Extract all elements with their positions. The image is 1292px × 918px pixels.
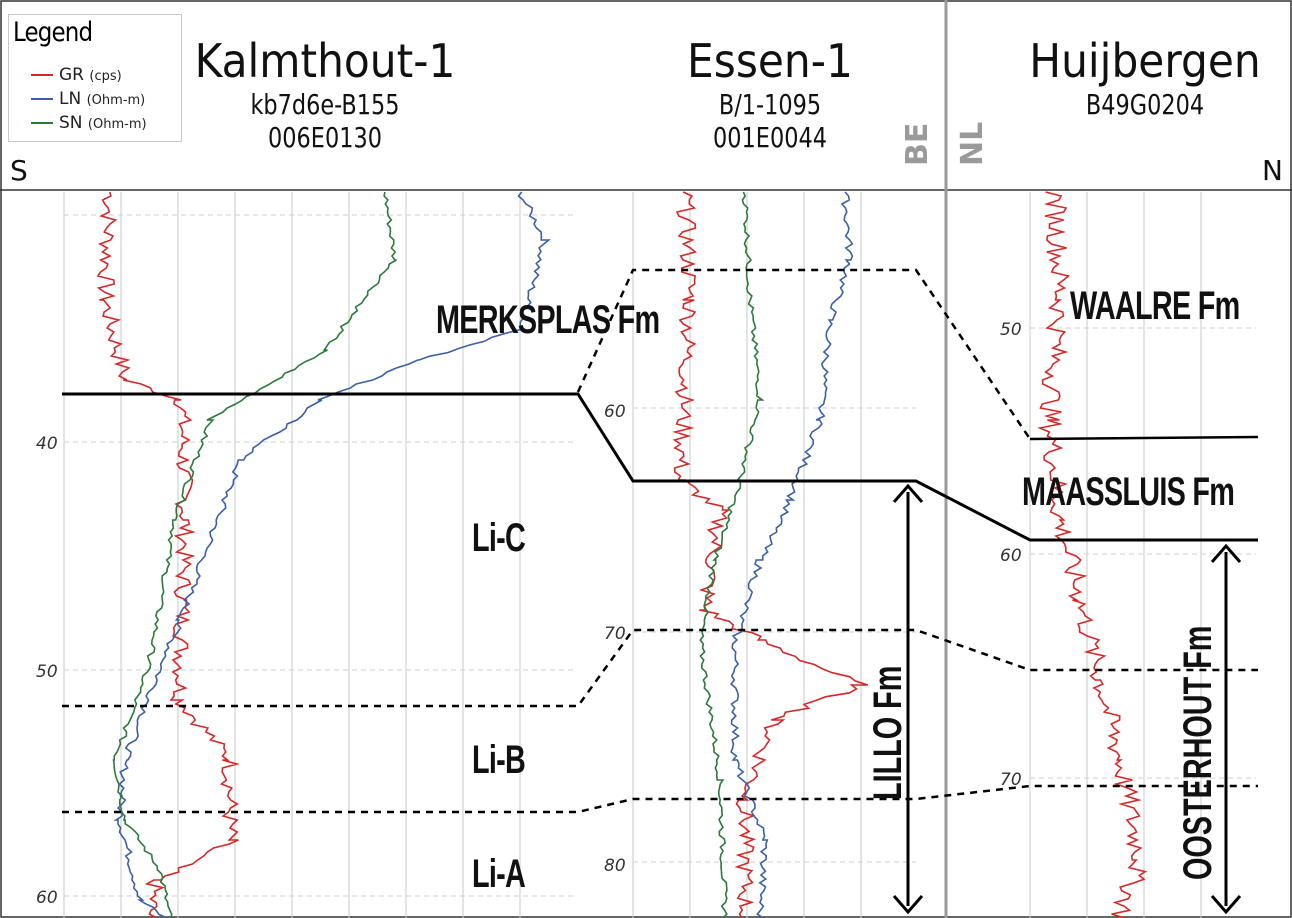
legend: Legend GR (cps) LN (Ohm-m) SN (Ohm-m) [8, 14, 182, 142]
well-header-kalmthout: Kalmthout-1 kb7d6e-B155 006E0130 [180, 34, 470, 154]
legend-title: Legend [13, 17, 93, 48]
well-header-huijbergen: Huijbergen B49G0204 [1000, 34, 1290, 121]
depth-label-h-70: 70 [1000, 770, 1022, 790]
well-name-essen: Essen-1 [687, 34, 853, 88]
depth-label-k-60: 60 [36, 888, 58, 908]
huijbergen-gr-curve [1037, 191, 1148, 918]
essen-ln-curve [729, 191, 854, 918]
lillo-top-line [62, 392, 1258, 542]
north-label: N [1262, 154, 1283, 187]
essen-gr-curve [672, 191, 869, 918]
lib-top-dash [62, 628, 1258, 708]
lia-top-dash [62, 784, 1258, 814]
legend-sn-label: SN [59, 113, 83, 133]
formation-maassluis: MAASSLUIS Fm [1022, 470, 1235, 514]
essen-sn-curve [699, 191, 765, 918]
well-code2-essen: 001E0044 [713, 121, 827, 154]
depth-label-k-50: 50 [36, 662, 58, 682]
well-header-essen: Essen-1 B/1-1095 001E0044 [650, 34, 890, 154]
unit-li-b: Li-B [472, 738, 526, 782]
depth-label-e-70: 70 [604, 624, 626, 644]
unit-li-a: Li-A [472, 852, 526, 896]
formation-lillo: LILLO Fm [866, 665, 910, 800]
depth-label-e-60: 60 [604, 402, 626, 422]
kalmthout-gr-curve [96, 191, 240, 918]
oosterhout-arrow-head-up [1210, 543, 1242, 563]
well-name-kalmthout: Kalmthout-1 [194, 34, 456, 88]
lillo-arrow-head-up [892, 483, 924, 503]
depth-label-k-40: 40 [36, 434, 58, 454]
kalmthout-ln-curve [113, 191, 551, 918]
well-code1-kalmthout: kb7d6e-B155 [250, 88, 400, 121]
formation-oosterhout: OOSTERHOUT Fm [1176, 625, 1220, 880]
oosterhout-arrow-head-down [1210, 895, 1242, 915]
well-code1-huijbergen: B49G0204 [1085, 88, 1205, 121]
lillo-arrow-head-down [892, 895, 924, 915]
well-code2-kalmthout: 006E0130 [268, 121, 382, 154]
maassluis-top-line [1029, 435, 1259, 441]
legend-ln-label: LN [59, 89, 82, 109]
depth-label-h-60: 60 [1000, 546, 1022, 566]
well-code1-essen: B/1-1095 [718, 88, 822, 121]
well-name-huijbergen: Huijbergen [1029, 34, 1261, 88]
legend-gr-label: GR [59, 65, 84, 85]
ln-swatch-icon [31, 98, 53, 100]
legend-sn-unit: (Ohm-m) [87, 117, 147, 132]
legend-item-ln: LN (Ohm-m) [31, 89, 145, 109]
south-label: S [10, 154, 28, 187]
merksplas-base-dash [576, 268, 1032, 440]
legend-gr-unit: (cps) [89, 69, 122, 84]
depth-label-e-80: 80 [604, 856, 626, 876]
unit-li-c: Li-C [472, 516, 526, 560]
depth-label-h-50: 50 [1000, 320, 1022, 340]
legend-ln-unit: (Ohm-m) [86, 93, 146, 108]
kalmthout-sn-curve [112, 191, 397, 918]
legend-item-sn: SN (Ohm-m) [31, 113, 147, 133]
gr-swatch-icon [31, 74, 53, 76]
formation-merksplas: MERKSPLAS Fm [436, 298, 660, 342]
country-nl-label: NL [955, 121, 990, 166]
sn-swatch-icon [31, 122, 53, 124]
country-be-label: BE [900, 122, 935, 166]
formation-waalre: WAALRE Fm [1070, 284, 1240, 328]
legend-item-gr: GR (cps) [31, 65, 122, 85]
